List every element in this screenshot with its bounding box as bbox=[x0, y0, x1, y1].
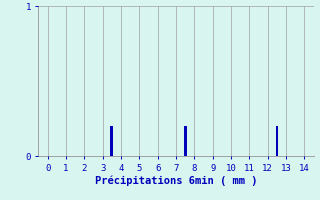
Bar bbox=[276, 126, 278, 156]
Bar bbox=[110, 126, 113, 156]
X-axis label: Précipitations 6min ( mm ): Précipitations 6min ( mm ) bbox=[95, 175, 257, 186]
Bar bbox=[184, 126, 187, 156]
